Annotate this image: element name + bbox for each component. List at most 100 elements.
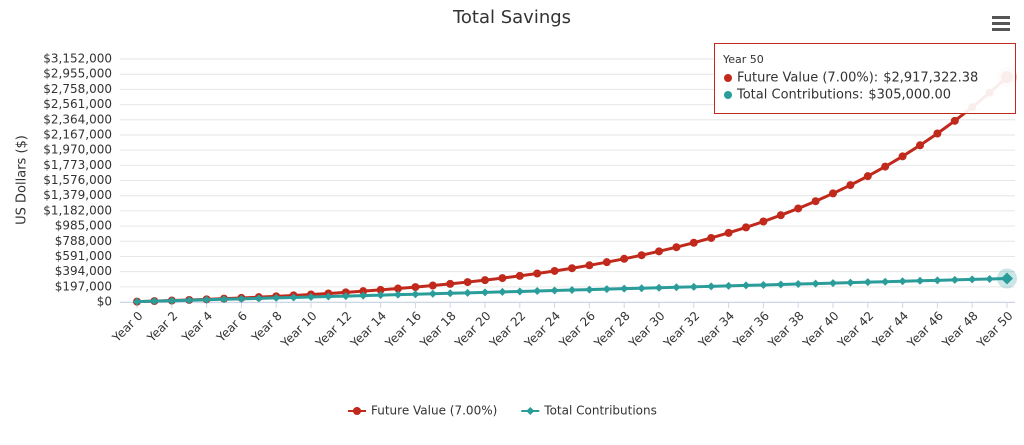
y-tick-label: $2,167,000 (43, 127, 112, 141)
data-point (846, 278, 855, 287)
data-point (272, 293, 281, 302)
data-point (394, 290, 402, 299)
legend-marker (353, 407, 361, 415)
data-point (811, 279, 820, 288)
data-point (794, 204, 803, 213)
y-tick-label: $3,152,000 (43, 52, 112, 66)
data-point (324, 292, 333, 301)
x-tick-label: Year 50 (974, 309, 1016, 351)
x-tick-label: Year 32 (660, 309, 702, 351)
data-point (428, 289, 437, 298)
data-point (568, 264, 576, 273)
tooltip: Year 50 Future Value (7.00%): $2,917,322.3… (714, 43, 1016, 114)
data-point (568, 286, 576, 295)
data-point (724, 281, 733, 290)
y-tick-label: $1,970,000 (43, 143, 112, 157)
menu-button[interactable] (992, 16, 1010, 31)
legend-marker (526, 407, 535, 415)
y-tick-label: $1,773,000 (43, 158, 112, 172)
tooltip-marker (724, 91, 732, 99)
data-point (185, 296, 194, 305)
data-point (742, 281, 750, 290)
data-point (898, 152, 907, 161)
data-point (498, 287, 507, 296)
legend-label: Future Value (7.00%) (371, 404, 497, 418)
data-point (498, 274, 507, 283)
data-point (916, 141, 924, 150)
data-point (533, 286, 542, 295)
data-point (776, 211, 785, 220)
data-point (933, 276, 942, 285)
data-point (133, 297, 141, 306)
tooltip-label: Future Value (7.00%): (737, 71, 878, 86)
x-tick-label: Year 14 (347, 309, 389, 351)
data-point (724, 228, 733, 237)
data-point (307, 292, 315, 301)
x-tick-label: Year 30 (626, 309, 668, 351)
data-point (515, 287, 524, 296)
data-point (829, 189, 837, 198)
data-point (898, 277, 907, 286)
y-tick-label: $2,364,000 (43, 112, 112, 126)
x-tick-label: Year 20 (452, 309, 494, 351)
x-tick-label: Year 48 (939, 309, 981, 351)
data-point (446, 289, 455, 298)
data-point (759, 280, 768, 289)
x-tick-label: Year 26 (556, 309, 598, 351)
data-point (985, 274, 994, 283)
legend-label: Total Contributions (543, 404, 657, 418)
data-point (916, 276, 924, 285)
data-point (968, 275, 977, 284)
y-tick-label: $197,000 (55, 279, 112, 293)
data-point (707, 282, 716, 291)
tooltip-box (714, 43, 1016, 114)
x-tick-label: Year 12 (312, 309, 354, 351)
data-point (202, 295, 211, 304)
menu-bar (992, 16, 1010, 19)
legend-item[interactable]: Future Value (7.00%) (348, 404, 497, 418)
x-tick-label: Year 46 (904, 309, 946, 351)
data-point (1001, 272, 1013, 285)
y-tick-label: $1,576,000 (43, 173, 112, 187)
x-tick-label: Year 22 (486, 309, 528, 351)
data-point (237, 294, 246, 303)
x-tick-label: Year 16 (382, 309, 424, 351)
data-point (655, 283, 663, 292)
data-point (846, 181, 855, 190)
y-tick-label: $1,379,000 (43, 188, 112, 202)
data-point (863, 172, 872, 181)
data-point (446, 279, 455, 288)
x-tick-label: Year 6 (213, 309, 250, 346)
x-tick-label: Year 18 (417, 309, 459, 351)
data-point (933, 129, 942, 138)
data-point (167, 296, 176, 305)
data-point (863, 278, 872, 287)
menu-bar (992, 22, 1010, 25)
tooltip-value: $2,917,322.38 (883, 71, 978, 86)
data-point (881, 277, 890, 286)
data-point (742, 223, 750, 232)
tooltip-marker (724, 74, 732, 82)
y-axis-label: US Dollars ($) (15, 135, 30, 225)
x-tick-label: Year 44 (869, 309, 911, 351)
legend: Future Value (7.00%) Total Contributions (348, 404, 657, 418)
y-tick-label: $2,561,000 (43, 97, 112, 111)
tooltip-value: $305,000.00 (868, 88, 951, 103)
data-point (950, 275, 959, 284)
y-tick-label: $2,955,000 (43, 67, 112, 81)
legend-item[interactable]: Total Contributions (521, 404, 657, 418)
x-tick-label: Year 4 (179, 309, 216, 346)
data-point (881, 162, 890, 171)
data-point (707, 233, 716, 242)
data-point (359, 291, 368, 300)
y-tick-label: $394,000 (55, 264, 112, 278)
data-point (620, 254, 629, 263)
data-point (150, 297, 159, 306)
data-point (672, 283, 681, 292)
data-point (515, 271, 524, 280)
x-tick-label: Year 40 (800, 309, 842, 351)
data-point (637, 284, 646, 293)
data-point (620, 284, 629, 293)
data-point (463, 288, 472, 297)
data-point (811, 197, 820, 206)
